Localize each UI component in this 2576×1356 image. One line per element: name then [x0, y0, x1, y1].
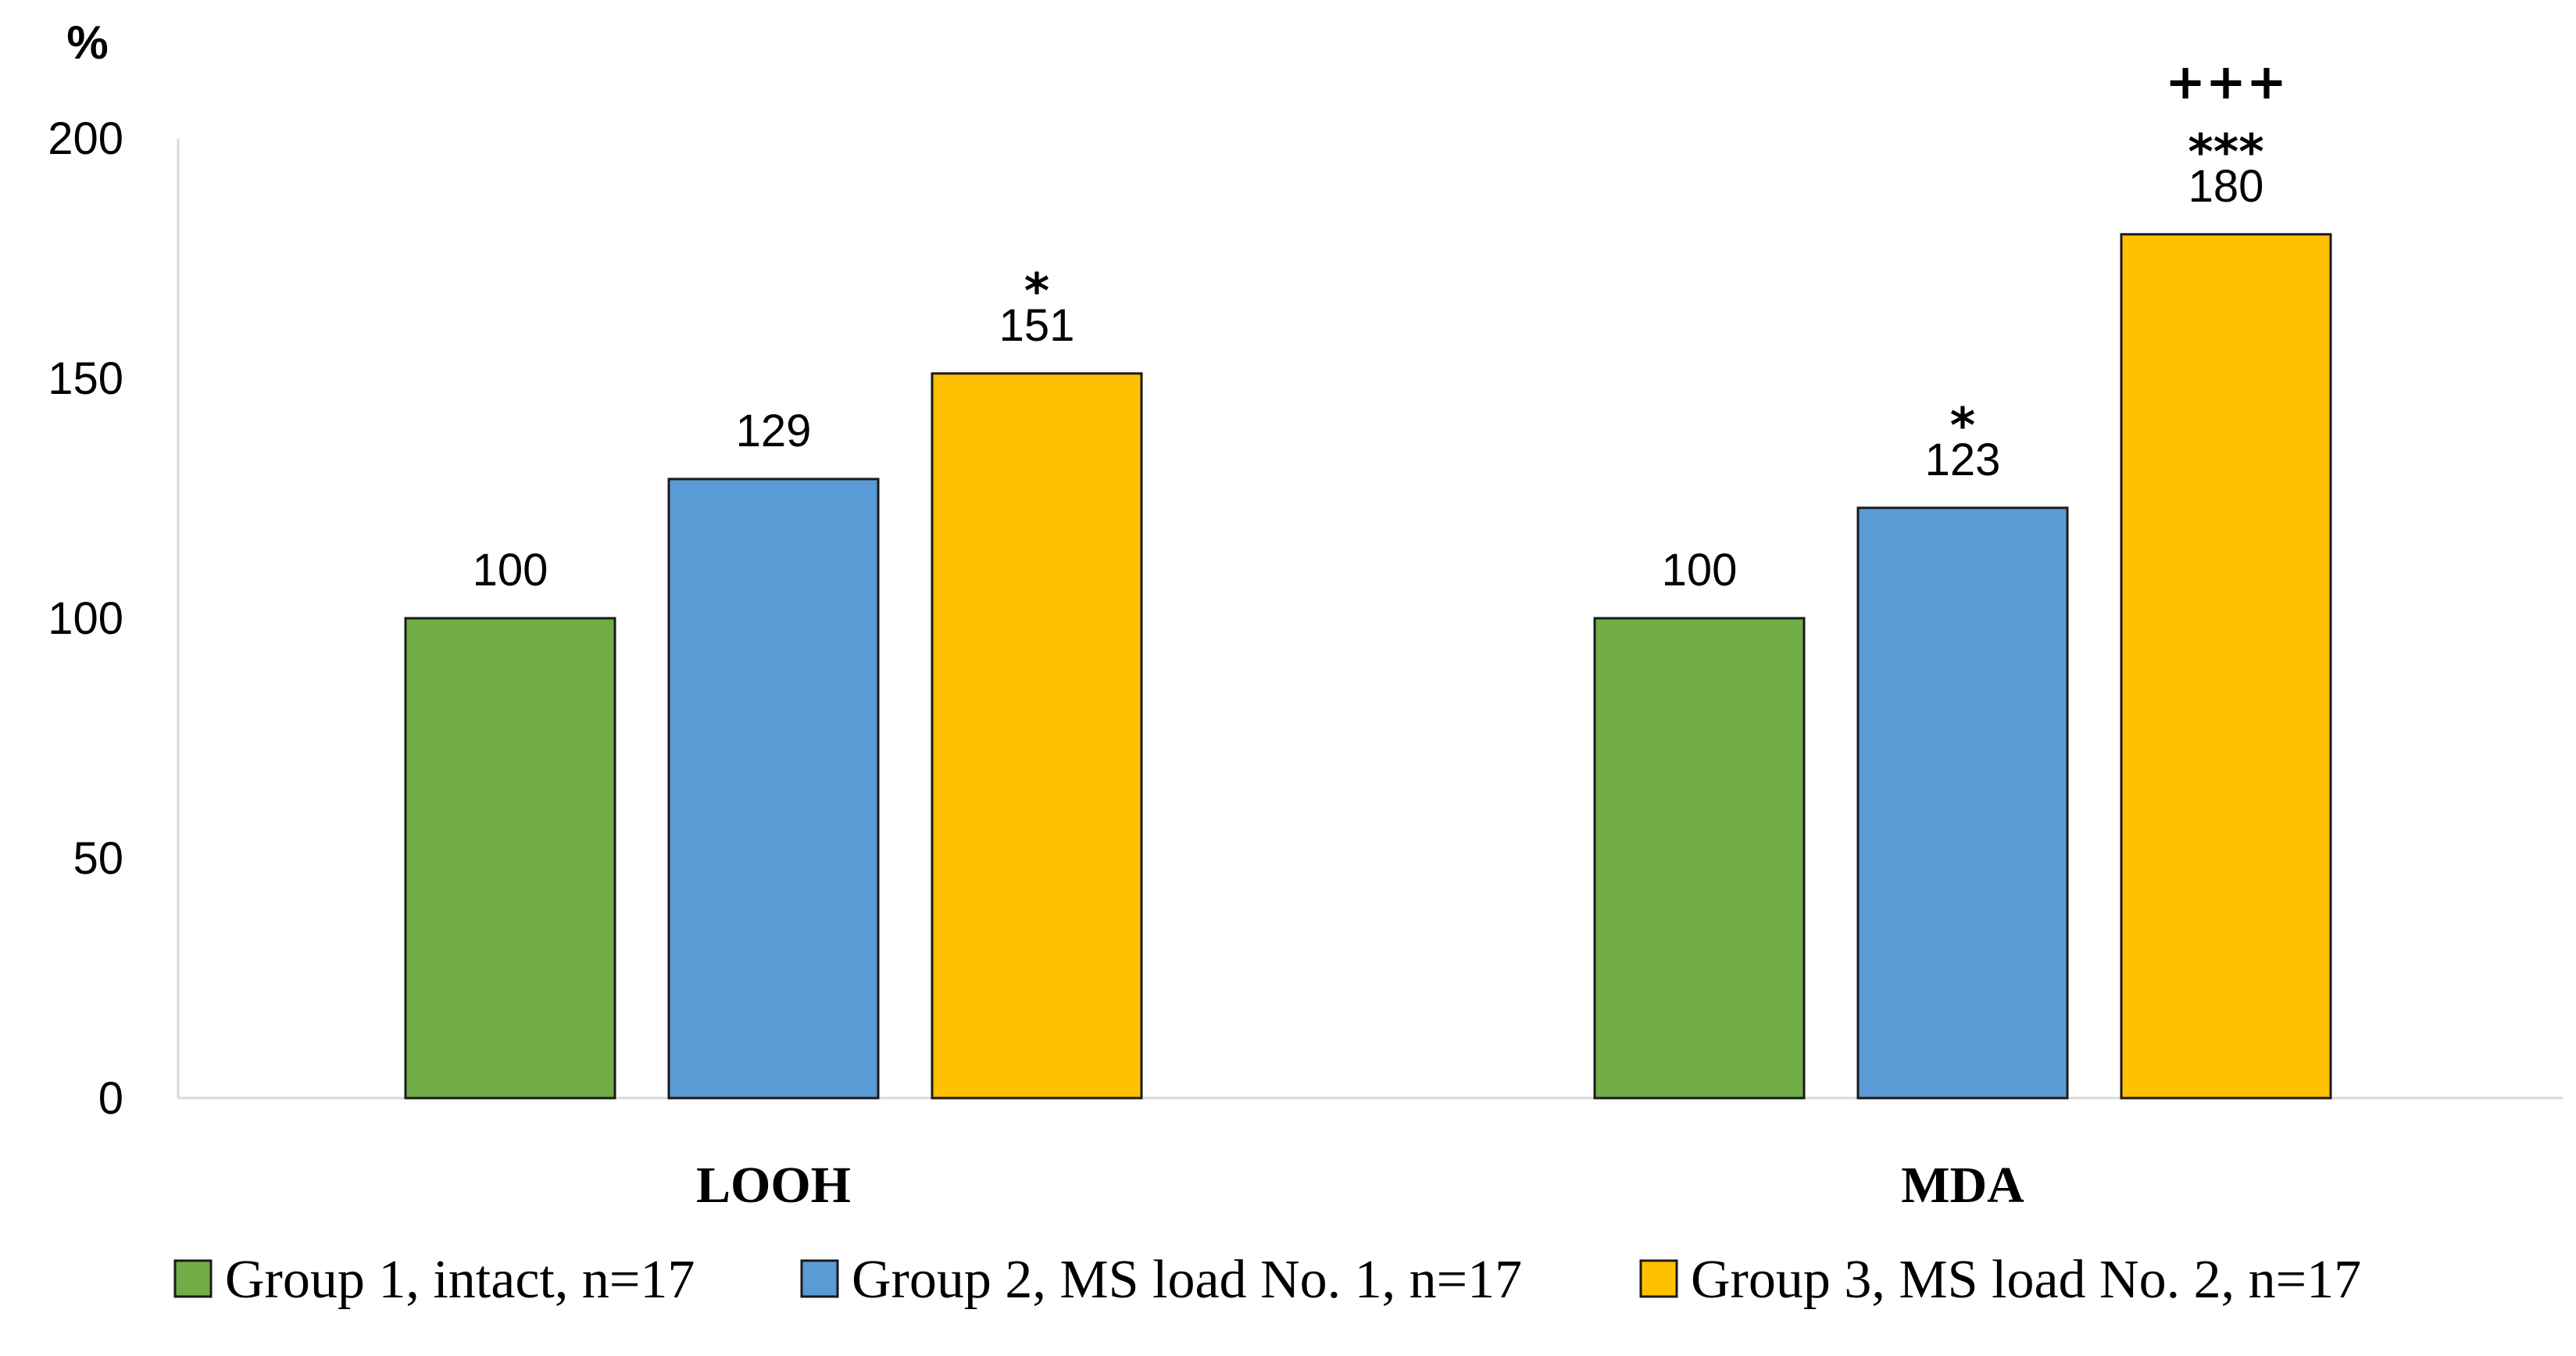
legend-label: Group 1, intact, n=17: [225, 1250, 695, 1310]
data-label: 129: [736, 406, 812, 456]
bar: [667, 478, 880, 1100]
y-tick-label: 150: [48, 353, 123, 404]
y-tick-label: 50: [73, 833, 123, 884]
bar: [404, 617, 616, 1100]
bar: [931, 372, 1143, 1100]
legend-label: Group 2, MS load No. 1, n=17: [852, 1250, 1522, 1310]
y-axis-label: %: [66, 16, 108, 69]
data-label: 100: [473, 545, 548, 596]
legend-label: Group 3, MS load No. 2, n=17: [1691, 1250, 2361, 1310]
data-label: 180: [2188, 161, 2264, 212]
y-tick-label: 0: [98, 1073, 123, 1124]
significance-mark: *: [1024, 263, 1049, 320]
significance-mark: *: [1950, 397, 1975, 454]
y-tick-label: 200: [48, 113, 123, 164]
data-label: 123: [1925, 435, 2001, 485]
data-label: 100: [1662, 545, 1738, 596]
bar: [1856, 506, 2069, 1100]
legend-swatch: [800, 1259, 839, 1298]
data-label: 151: [999, 300, 1075, 351]
legend-swatch: [173, 1259, 213, 1298]
significance-mark: ***: [2188, 123, 2263, 181]
category-label: MDA: [1901, 1157, 2024, 1214]
bar: [1593, 617, 1806, 1100]
significance-mark: +++: [2165, 53, 2287, 110]
category-label: LOOH: [696, 1157, 851, 1214]
bar: [2120, 233, 2332, 1100]
legend-swatch: [1639, 1259, 1678, 1298]
y-tick-label: 100: [48, 593, 123, 644]
legend: Group 1, intact, n=17 Group 2, MS load No…: [173, 1250, 2361, 1310]
